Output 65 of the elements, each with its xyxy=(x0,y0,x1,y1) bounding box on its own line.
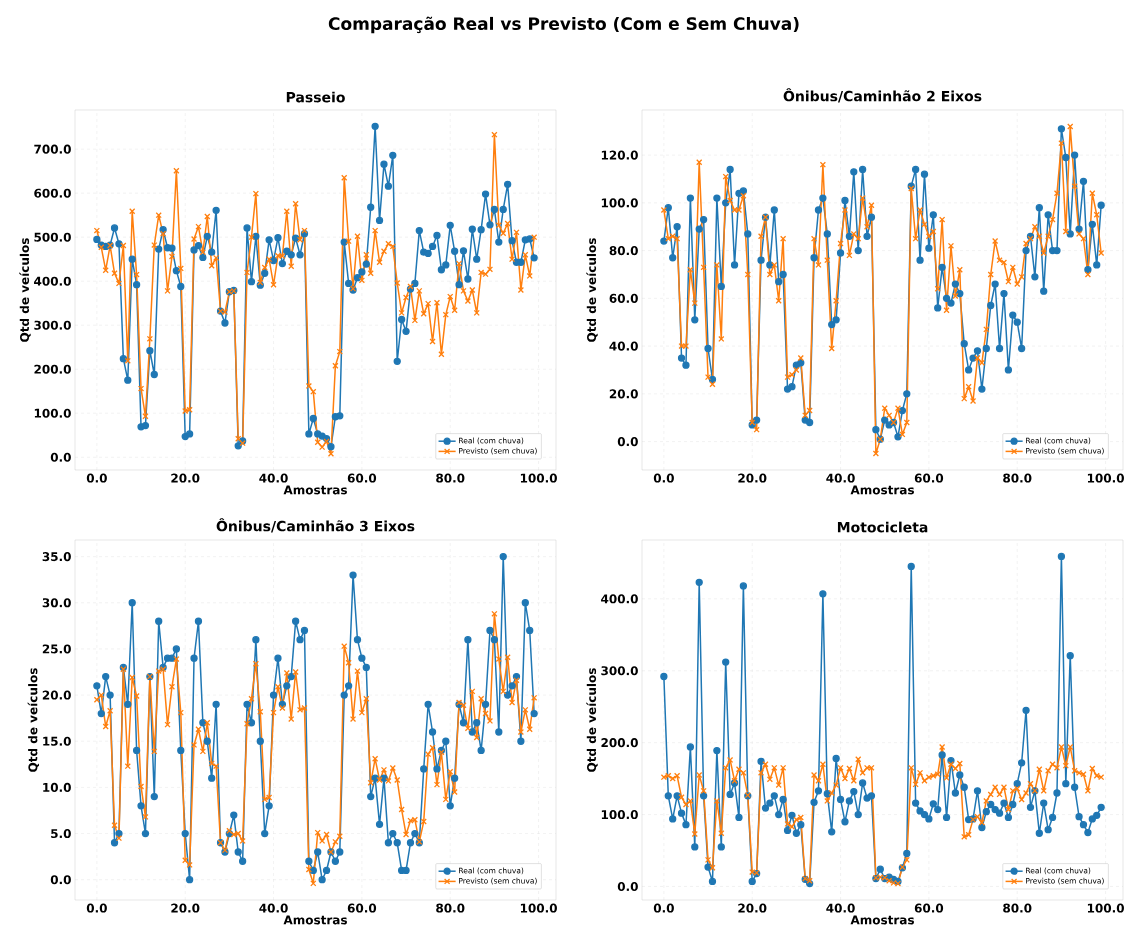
x-tick-label: 100.0 xyxy=(1087,473,1124,483)
y-tick-label: 25.0 xyxy=(42,644,71,654)
x-tick-label: 0.0 xyxy=(86,473,107,483)
x-tick-label: 80.0 xyxy=(436,473,465,483)
x-tick-label: 0.0 xyxy=(653,473,674,483)
y-tick-label: 0.0 xyxy=(50,452,71,462)
y-axis-title: Qtd de veículos xyxy=(19,238,31,342)
x-tick-label: 60.0 xyxy=(914,903,944,913)
x-tick-label: 80.0 xyxy=(1003,473,1032,483)
x-tick-label: 40.0 xyxy=(259,473,288,483)
x-axis-title: Amostras xyxy=(850,485,914,495)
y-tick-label: 500.0 xyxy=(34,232,71,242)
chart-title: Ônibus/Caminhão 3 Eixos xyxy=(216,518,415,533)
y-tick-label: 40.0 xyxy=(609,341,638,351)
x-axis-title: Amostras xyxy=(283,485,347,495)
x-tick-label: 80.0 xyxy=(1003,903,1032,913)
x-tick-label: 40.0 xyxy=(826,903,855,913)
y-tick-label: 20.0 xyxy=(42,690,71,700)
x-tick-label: 20.0 xyxy=(171,903,200,913)
y-axis-title: Qtd de veículos xyxy=(586,668,598,772)
x-tick-label: 60.0 xyxy=(347,903,377,913)
y-tick-label: 0.0 xyxy=(617,881,638,892)
x-tick-label: 20.0 xyxy=(738,473,767,483)
text: Comparação Real vs Previsto (Com e Sem Chuva) xyxy=(328,16,799,34)
x-tick-label: 60.0 xyxy=(914,473,944,483)
y-tick-label: 30.0 xyxy=(42,598,71,608)
y-tick-label: 400.0 xyxy=(34,276,71,286)
chart-title: Motocicleta xyxy=(837,521,928,533)
x-tick-label: 20.0 xyxy=(171,473,200,483)
y-tick-label: 0.0 xyxy=(617,437,638,447)
y-tick-label: 80.0 xyxy=(609,246,638,256)
x-tick-label: 80.0 xyxy=(436,903,465,913)
chart-title: Passeio xyxy=(286,91,345,103)
chart-title: Ônibus/Caminhão 2 Eixos xyxy=(783,88,982,103)
x-tick-label: 40.0 xyxy=(826,473,855,483)
x-tick-label: 100.0 xyxy=(1087,903,1124,913)
x-tick-label: 100.0 xyxy=(520,473,557,483)
y-tick-label: 300.0 xyxy=(601,666,638,676)
y-tick-label: 300.0 xyxy=(34,320,71,330)
x-axis-title: Amostras xyxy=(850,915,914,925)
y-tick-label: 35.0 xyxy=(42,552,71,562)
x-tick-label: 60.0 xyxy=(347,473,377,483)
x-tick-label: 0.0 xyxy=(86,903,107,913)
y-tick-label: 20.0 xyxy=(609,389,638,399)
y-tick-label: 100.0 xyxy=(34,408,71,418)
y-tick-label: 0.0 xyxy=(50,875,71,885)
x-axis-title: Amostras xyxy=(283,915,347,925)
y-tick-label: 200.0 xyxy=(601,738,638,748)
y-tick-label: 200.0 xyxy=(34,364,71,374)
y-tick-label: 100.0 xyxy=(601,810,638,820)
y-tick-label: 700.0 xyxy=(34,144,71,154)
x-tick-label: 100.0 xyxy=(520,903,557,913)
y-tick-label: 120.0 xyxy=(601,150,638,160)
y-tick-label: 10.0 xyxy=(43,782,71,792)
y-tick-label: 15.0 xyxy=(43,736,71,746)
y-tick-label: 60.0 xyxy=(609,293,638,303)
y-tick-label: 100.0 xyxy=(601,198,638,208)
y-tick-label: 5.0 xyxy=(51,829,71,839)
x-tick-label: 40.0 xyxy=(259,903,288,913)
y-axis-title: Qtd de veículos xyxy=(27,668,39,772)
y-tick-label: 400.0 xyxy=(601,594,638,604)
y-tick-label: 600.0 xyxy=(34,188,71,198)
y-axis-title: Qtd de veículos xyxy=(586,238,598,342)
x-tick-label: 20.0 xyxy=(738,903,767,913)
x-tick-label: 0.0 xyxy=(653,903,674,913)
